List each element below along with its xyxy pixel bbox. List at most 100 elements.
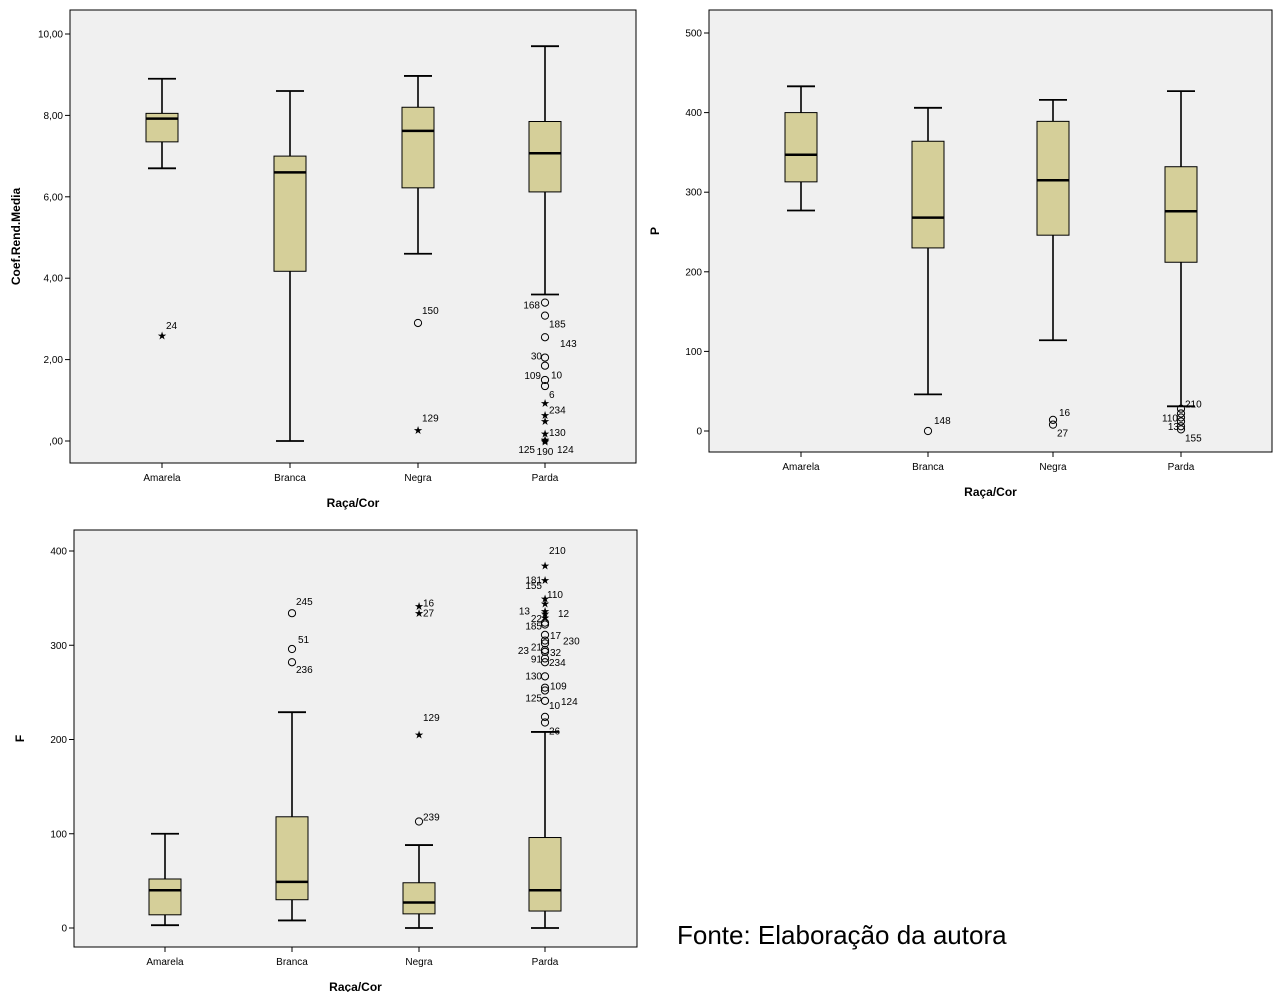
y-tick-label: 200 [50, 735, 67, 746]
y-tick-label: 300 [685, 188, 702, 199]
outlier-star: ★ [413, 424, 423, 437]
outlier-circle [540, 381, 550, 391]
outlier-label: 185 [525, 622, 542, 633]
box-branca [275, 711, 309, 922]
x-tick-label: Negra [404, 473, 432, 484]
y-tick-label: 500 [685, 29, 702, 40]
outlier-circle [1176, 404, 1186, 413]
outlier-label: 125 [525, 693, 542, 704]
box-negra [402, 844, 436, 929]
iqr-box [273, 155, 307, 272]
outlier-label: 16 [423, 599, 435, 610]
y-tick-label: 10,00 [38, 30, 63, 41]
outlier-label: 110 [547, 590, 563, 601]
outlier-label: 143 [560, 339, 577, 350]
x-tick-label: Negra [405, 957, 433, 968]
iqr-box [1036, 120, 1070, 236]
outlier-label: 236 [296, 665, 313, 676]
outlier-label: 234 [549, 658, 566, 669]
outlier-star: ★ [414, 728, 424, 741]
outlier-label: 13 [519, 606, 531, 617]
outlier-label: 109 [524, 371, 541, 382]
outlier-star: ★ [540, 433, 550, 446]
outlier-label: 24 [166, 321, 178, 332]
y-axis-title: F [13, 735, 27, 742]
outlier-label: 10 [551, 371, 563, 382]
iqr-box [401, 106, 435, 189]
chart-panel-3: 0 100 200 300 400 Amarela Branca Negra Parda Raça… [13, 529, 638, 992]
outlier-circle [287, 658, 297, 667]
outlier-label: 26 [549, 727, 561, 738]
iqr-box [148, 878, 182, 916]
y-tick-label: 100 [685, 347, 702, 358]
outlier-label: 150 [422, 306, 439, 317]
outlier-star: ★ [540, 608, 550, 621]
outlier-circle [540, 672, 550, 681]
outlier-circle [414, 817, 424, 826]
outlier-circle [1048, 420, 1058, 429]
outlier-star: ★ [414, 600, 424, 613]
outlier-label: 109 [550, 682, 567, 693]
y-axis-title: Coef.Rend.Media [9, 188, 23, 286]
outlier-label: 124 [561, 697, 578, 708]
box-parda [528, 45, 562, 296]
outlier-circle [1048, 415, 1058, 424]
outlier-circle [540, 636, 550, 645]
outlier-circle [540, 333, 550, 342]
outlier-circle [540, 647, 550, 656]
outlier-label: 27 [423, 608, 435, 619]
outlier-label: 190 [537, 447, 554, 458]
outlier-circle [540, 654, 550, 663]
y-tick-label: 300 [50, 641, 67, 652]
box-amarela [148, 832, 182, 927]
outlier-circle [540, 353, 550, 362]
outlier-label: 130 [525, 671, 542, 682]
outlier-label: 110 [1162, 413, 1178, 424]
iqr-box [402, 882, 436, 915]
outlier-circle [287, 609, 297, 618]
y-tick-label: 400 [685, 108, 702, 119]
outlier-label: 6 [549, 390, 555, 401]
box-parda [528, 731, 562, 929]
outlier-label: 22 [531, 614, 543, 625]
y-axis-title: P [648, 227, 662, 235]
iqr-box [528, 837, 562, 912]
outlier-circle [1176, 425, 1186, 434]
x-axis-title: Raça/Cor [329, 980, 382, 992]
outlier-label: 210 [549, 546, 566, 557]
x-tick-label: Amarela [782, 462, 820, 473]
outlier-star: ★ [157, 330, 167, 343]
outlier-circle [1176, 422, 1186, 431]
outlier-circle [540, 712, 550, 721]
outlier-label: 210 [1185, 400, 1202, 411]
outlier-label: 10 [549, 701, 561, 712]
outlier-label: 125 [518, 445, 535, 456]
outlier-label: 51 [298, 635, 310, 646]
chart-panel-2: 0 100 200 300 400 500 Amarela Branca Negra Parda R… [648, 9, 1273, 499]
x-tick-label: Amarela [146, 957, 184, 968]
outlier-circle [540, 683, 550, 692]
y-tick-label: ,00 [49, 437, 63, 448]
outlier-label: 16 [1059, 408, 1071, 419]
outlier-label: 13 [1168, 422, 1180, 433]
outlier-circle [1176, 413, 1186, 422]
outlier-star: ★ [414, 607, 424, 620]
outlier-label: 129 [422, 414, 439, 425]
iqr-box [275, 816, 309, 901]
iqr-box [528, 121, 562, 193]
outlier-label: 168 [523, 301, 540, 312]
outlier-star: ★ [540, 427, 550, 440]
outlier-label: 155 [1185, 433, 1202, 444]
iqr-box [784, 112, 818, 183]
outlier-label: 27 [1057, 429, 1069, 440]
outlier-circle [540, 686, 550, 695]
outlier-circle [540, 718, 550, 727]
iqr-box [911, 140, 945, 249]
outlier-label: 23 [518, 646, 530, 657]
x-tick-label: Parda [1168, 462, 1195, 473]
outlier-circle [540, 361, 550, 370]
outlier-circle [540, 311, 550, 320]
x-tick-label: Parda [532, 473, 559, 484]
x-tick-label: Branca [912, 462, 944, 473]
